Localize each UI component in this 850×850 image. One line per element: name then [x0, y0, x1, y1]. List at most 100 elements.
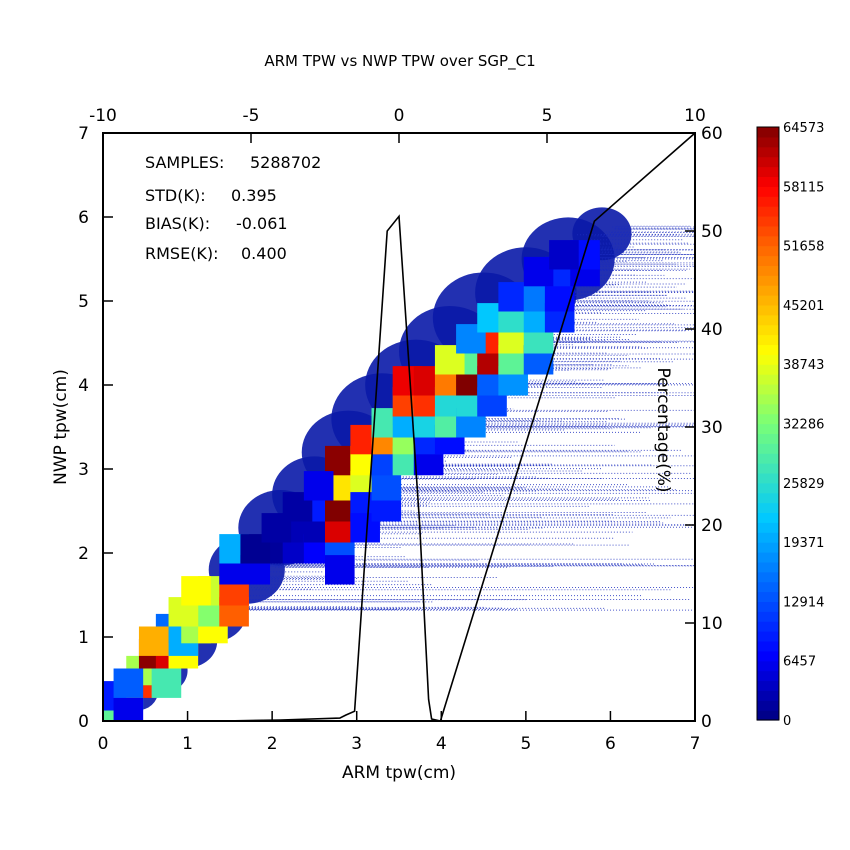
y-tick-label: 7 [78, 124, 89, 144]
stat-bias-value: -0.061 [236, 214, 288, 233]
stat-samples-label: SAMPLES: [145, 153, 224, 172]
right-axis-label: Percentage(%) [653, 367, 673, 492]
colorbar-tick-label: 12914 [783, 595, 824, 610]
colorbar-tick-label: 64573 [783, 121, 824, 136]
colorbar-segment [757, 690, 779, 701]
top-tick-label: 0 [394, 106, 405, 126]
x-tick-label: 3 [351, 734, 362, 754]
colorbar-segment [757, 324, 779, 336]
x-tick-label: 1 [182, 734, 193, 754]
colorbar-segment [757, 650, 779, 662]
heatmap-cell [138, 626, 169, 656]
colorbar-segment [757, 136, 779, 148]
colorbar-segment [757, 383, 779, 395]
colorbar-segment [757, 127, 779, 138]
colorbar-segment [757, 512, 779, 523]
bottom-axis: 0 1 2 3 4 5 6 7 [98, 711, 701, 754]
heatmap-cell [549, 240, 579, 270]
colorbar-segment [757, 156, 779, 168]
right-tick-label: 60 [701, 124, 723, 144]
stat-rmse-label: RMSE(K): [145, 244, 219, 263]
x-tick-label: 4 [436, 734, 447, 754]
colorbar-segment [757, 700, 779, 711]
colorbar-segment [757, 611, 779, 622]
colorbar-segment [757, 215, 779, 227]
colorbar-segment [757, 275, 779, 286]
heatmap-cells [103, 240, 600, 721]
heatmap-cell [371, 471, 402, 501]
heatmap-cell [325, 445, 355, 476]
colorbar-tick-label: 32286 [783, 418, 824, 433]
right-tick-label: 10 [701, 614, 723, 634]
x-tick-label: 6 [605, 734, 616, 754]
colorbar-segment [757, 413, 779, 425]
colorbar-segment [757, 453, 779, 464]
colorbar-segment [757, 631, 779, 642]
colorbar-tick-label: 6457 [783, 655, 816, 670]
colorbar-segment [757, 295, 779, 306]
x-tick-label: 5 [520, 734, 531, 754]
colorbar-segment [757, 176, 779, 187]
right-tick-label: 30 [701, 418, 723, 438]
y-tick-label: 0 [78, 712, 89, 732]
colorbar-segment [757, 166, 779, 178]
x-tick-label: 2 [267, 734, 278, 754]
right-tick-label: 0 [701, 712, 712, 732]
right-axis: 0 10 20 30 40 50 60 [685, 124, 723, 732]
colorbar-segment [757, 285, 779, 296]
stat-std-value: 0.395 [231, 186, 277, 205]
top-tick-label: -10 [89, 106, 117, 126]
colorbar-segment [757, 206, 779, 217]
colorbar-segment [757, 472, 779, 484]
colorbar-segment [757, 186, 779, 197]
heatmap-cell [523, 256, 554, 287]
colorbar-segment [757, 304, 779, 316]
x-tick-label: 0 [98, 734, 109, 754]
colorbar-segment [757, 393, 779, 405]
y-axis-label: NWP tpw(cm) [51, 369, 71, 485]
top-tick-label: -5 [243, 106, 260, 126]
colorbar-segment [757, 670, 779, 682]
colorbar-segment [757, 482, 779, 494]
colorbar-segment [757, 403, 779, 415]
heatmap-cell [303, 471, 334, 501]
colorbar-segment [757, 660, 779, 672]
colorbar-segment [757, 265, 779, 276]
colorbar-segment [757, 492, 779, 504]
colorbar-segment [757, 433, 779, 444]
colorbar-segment [757, 354, 779, 365]
colorbar-segment [757, 463, 779, 474]
colorbar-segment [757, 225, 779, 237]
colorbar-segment [757, 255, 779, 266]
colorbar-tick-label: 38743 [783, 358, 824, 373]
colorbar-segment [757, 591, 779, 602]
colorbar-segment [757, 571, 779, 583]
heatmap-cell [325, 555, 355, 585]
y-tick-label: 3 [78, 460, 89, 480]
colorbar-segment [757, 443, 779, 454]
colorbar-segment [757, 502, 779, 514]
top-tick-label: 5 [542, 106, 553, 126]
top-axis: -10 -5 0 5 10 [89, 106, 706, 143]
colorbar-segment [757, 235, 779, 247]
right-tick-label: 40 [701, 320, 723, 340]
colorbar-segment [757, 680, 779, 691]
heatmap-cell [181, 576, 211, 606]
x-tick-label: 7 [690, 734, 701, 754]
colorbar-segment [757, 374, 779, 385]
chart-title: ARM TPW vs NWP TPW over SGP_C1 [264, 52, 535, 71]
colorbar-tick-label: 51658 [783, 240, 824, 255]
right-tick-label: 20 [701, 516, 723, 536]
stat-rmse-value: 0.400 [241, 244, 287, 263]
colorbar-segment [757, 196, 779, 207]
colorbar-tick-label: 25829 [783, 477, 824, 492]
heatmap-cell [113, 668, 144, 698]
colorbar-segment [757, 344, 779, 355]
y-tick-label: 4 [78, 376, 89, 396]
colorbar-segment [757, 581, 779, 593]
colorbar-segment [757, 334, 779, 346]
heatmap-cell [498, 282, 528, 312]
colorbar-tick-label: 0 [783, 714, 791, 729]
colorbar-segment [757, 146, 779, 158]
stat-samples-value: 5288702 [250, 153, 321, 172]
